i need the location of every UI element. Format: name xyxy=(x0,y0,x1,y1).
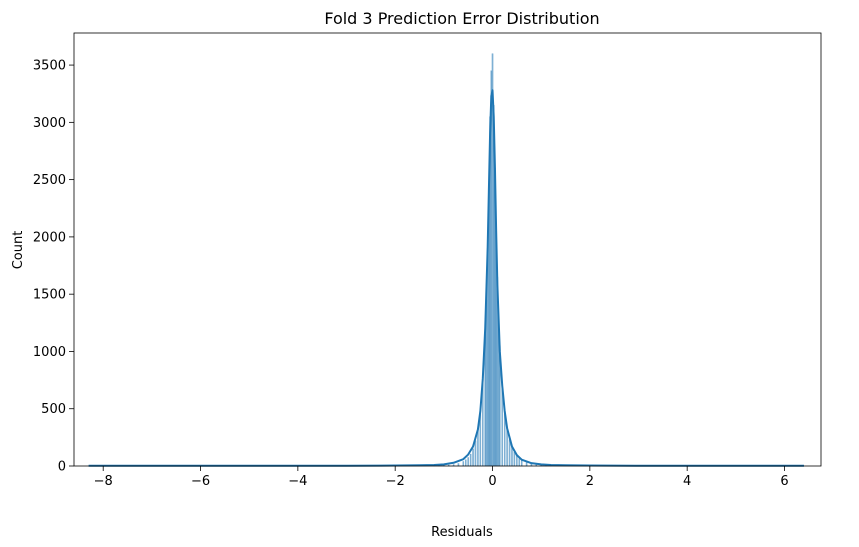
histogram-bar xyxy=(516,455,518,467)
kde-line xyxy=(88,89,804,467)
y-tick-label: 3500 xyxy=(33,59,66,74)
histogram-bar xyxy=(469,453,472,467)
histogram-bar xyxy=(472,448,474,467)
histogram-bar xyxy=(513,452,516,467)
histogram-bar xyxy=(467,457,469,467)
histogram-bar xyxy=(462,461,465,467)
x-tick-label: −6 xyxy=(191,474,210,489)
y-tick-label: 1000 xyxy=(33,345,66,360)
histogram-bar xyxy=(508,439,511,467)
histogram-bar xyxy=(464,459,467,467)
y-tick-label: 1500 xyxy=(33,288,66,303)
x-tick-label: −2 xyxy=(386,474,405,489)
histogram-bar xyxy=(506,428,508,467)
y-tick-label: 0 xyxy=(58,460,66,475)
chart-title: Fold 3 Prediction Error Distribution xyxy=(324,9,599,28)
histogram-bars xyxy=(433,53,552,467)
x-axis-ticks: −8 −6 −4 −2 0 2 4 6 xyxy=(94,466,789,489)
histogram-bar xyxy=(525,462,528,467)
histogram-bar xyxy=(511,446,513,467)
y-tick-label: 2500 xyxy=(33,173,66,188)
kde-curve-group xyxy=(88,89,804,467)
x-tick-label: 6 xyxy=(780,474,788,489)
histogram-bar xyxy=(518,458,521,467)
x-tick-label: 4 xyxy=(683,474,691,489)
y-axis-ticks: 0 500 1000 1500 2000 2500 3000 3500 xyxy=(33,59,74,475)
y-axis-title: Count xyxy=(11,231,26,270)
histogram-bar xyxy=(520,460,523,467)
histogram-bar xyxy=(474,440,477,467)
x-axis-title: Residuals xyxy=(431,525,493,540)
x-tick-label: −8 xyxy=(94,474,113,489)
x-tick-label: 0 xyxy=(488,474,496,489)
plot-frame xyxy=(73,32,822,467)
y-tick-label: 500 xyxy=(41,402,66,417)
y-tick-label: 3000 xyxy=(33,116,66,131)
y-tick-label: 2000 xyxy=(33,230,66,245)
x-tick-label: 2 xyxy=(586,474,594,489)
x-tick-label: −4 xyxy=(288,474,307,489)
